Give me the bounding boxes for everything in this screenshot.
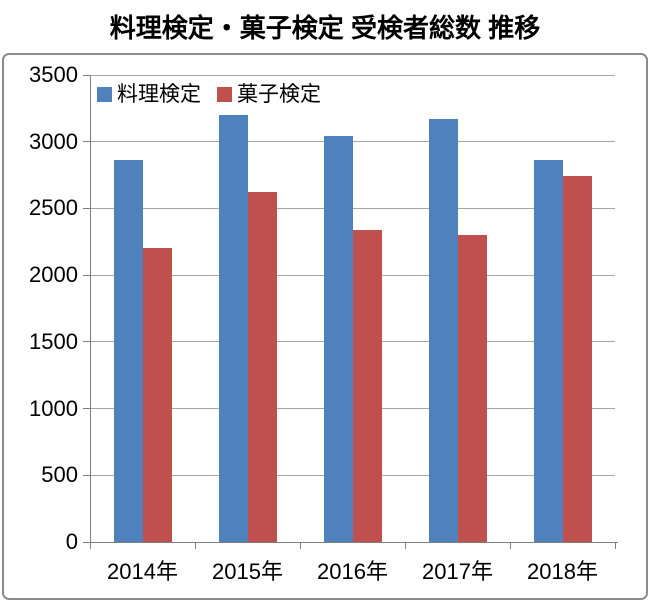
x-axis-label-2017年: 2017年 [422,559,493,584]
x-axis-tick-0 [90,542,91,549]
x-axis-tick-1 [195,542,196,549]
legend-label-series-1: 料理検定 [117,83,201,106]
bar-菓子検定-2018年 [562,176,592,542]
y-axis-label-1500: 1500 [29,328,78,354]
bar-料理検定-2017年 [428,119,458,542]
bar-菓子検定-2017年 [457,235,487,542]
x-axis-label-2014年: 2014年 [107,559,178,584]
y-axis-label-2500: 2500 [29,195,78,221]
y-axis-tick-3500 [83,74,90,76]
x-axis-tick-end [615,542,616,549]
x-axis-line [84,542,618,543]
y-axis-label-3000: 3000 [29,128,78,154]
bar-料理検定-2014年 [113,160,143,542]
chart-frame: 0 500 1000 1500 2000 2500 3000 3500 2014年 2015年 20… [2,53,648,600]
bar-料理検定-2015年 [218,115,248,542]
axis-labels-layer: 0 500 1000 1500 2000 2500 3000 3500 2014年 2015年 20… [4,55,646,598]
y-axis-label-2000: 2000 [29,262,78,288]
y-axis-tick-2000 [83,274,90,276]
legend-swatch-blue [97,87,112,102]
bar-料理検定-2016年 [323,136,353,542]
y-axis-tick-2500 [83,207,90,209]
gridline-2500 [90,207,615,209]
x-axis-label-2018年: 2018年 [527,559,598,584]
plot-area [4,55,646,598]
y-axis-label-0: 0 [65,529,78,554]
y-axis-tick-1000 [83,408,90,410]
legend-swatch-red [217,87,232,102]
y-axis-tick-500 [83,474,90,476]
y-axis-line [90,75,91,542]
y-axis-tick-0 [83,541,90,543]
x-axis-tick-3 [405,542,406,549]
axes-layer [4,55,646,598]
gridline-3000 [90,141,615,143]
bar-料理検定-2018年 [533,160,563,542]
y-axis-tick-1500 [83,341,90,343]
bar-菓子検定-2016年 [352,229,382,542]
x-axis-label-2016年: 2016年 [317,559,388,584]
legend: 料理検定 菓子検定 [97,84,321,105]
legend-label-series-2: 菓子検定 [237,83,321,106]
chart-title: 料理検定・菓子検定 受検者総数 推移 [109,13,541,43]
bar-菓子検定-2014年 [142,248,172,542]
x-axis-label-2015年: 2015年 [212,559,283,584]
y-axis-label-1000: 1000 [29,395,78,421]
legend-item-series-1: 料理検定 [97,84,201,105]
x-axis-tick-2 [300,542,301,549]
y-axis-label-500: 500 [41,462,78,488]
y-axis-tick-3000 [83,141,90,143]
y-axis-label-3500: 3500 [29,62,78,87]
gridline-3500 [90,74,615,76]
bar-菓子検定-2015年 [247,192,277,542]
x-axis-tick-4 [510,542,511,549]
legend-item-series-2: 菓子検定 [217,84,321,105]
